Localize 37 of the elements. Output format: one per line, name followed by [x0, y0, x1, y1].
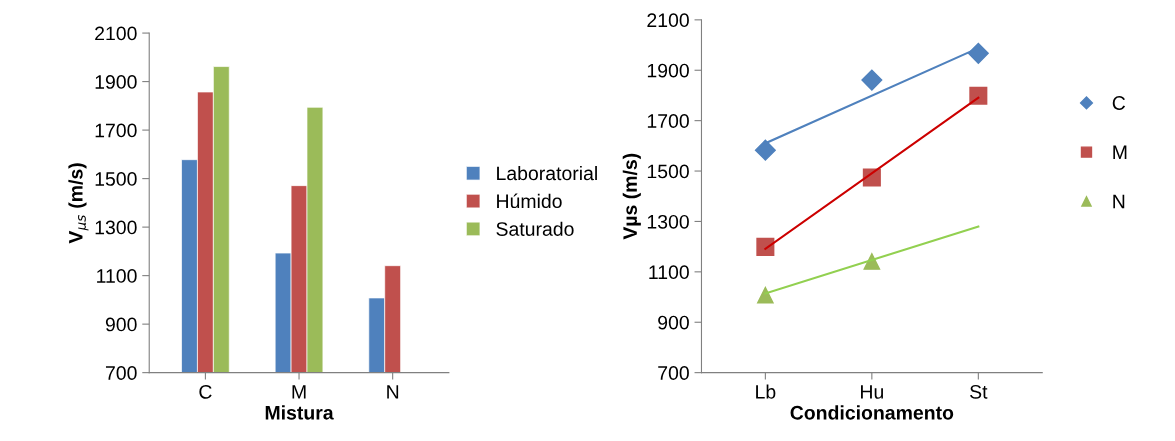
y-tick-label: 2100: [647, 13, 689, 28]
y-axis-title: V$_{µs}$ (m/s): [68, 163, 89, 244]
x-tick-label: N: [387, 385, 399, 399]
y-tick-label: 700: [105, 366, 137, 380]
y-tick-label: 1700: [95, 123, 137, 138]
y-tick-label: 1500: [647, 164, 689, 179]
y-tick-label: 1900: [647, 63, 689, 78]
legend-label: Laboratorial: [497, 165, 597, 181]
x-tick-label: C: [199, 384, 212, 399]
x-tick-label: St: [970, 384, 988, 399]
point: [969, 86, 988, 105]
legend-label: Saturado: [496, 221, 574, 236]
legend-label: C: [1112, 96, 1126, 110]
x-tick-label: M: [292, 385, 306, 399]
y-tick-label: 1700: [647, 114, 689, 128]
x-axis-title: Condicionamento: [790, 405, 954, 420]
y-tick-label: 2100: [95, 26, 137, 41]
y-tick-label: 900: [105, 317, 137, 332]
point: [756, 237, 775, 256]
y-tick-label: 1900: [95, 75, 137, 89]
y-tick-label: 700: [658, 366, 689, 380]
x-axis-title: Mistura: [265, 405, 334, 420]
point: [861, 69, 883, 91]
legend-label: M: [1113, 145, 1127, 159]
point: [757, 286, 774, 304]
legend-label: Húmido: [497, 193, 562, 209]
point: [754, 139, 776, 161]
y-tick-label: 900: [658, 315, 689, 330]
y-axis-title: Vµs (m/s): [622, 153, 641, 240]
legend-label: N: [1113, 194, 1125, 209]
x-tick-label: Lb: [756, 384, 776, 399]
y-tick-label: 1500: [95, 172, 137, 186]
y-tick-label: 1300: [647, 214, 689, 229]
y-tick-label: 1100: [649, 265, 689, 280]
y-tick-label: 1300: [95, 220, 137, 235]
x-tick-label: Hu: [861, 385, 883, 399]
y-tick-label: 1100: [97, 269, 137, 283]
